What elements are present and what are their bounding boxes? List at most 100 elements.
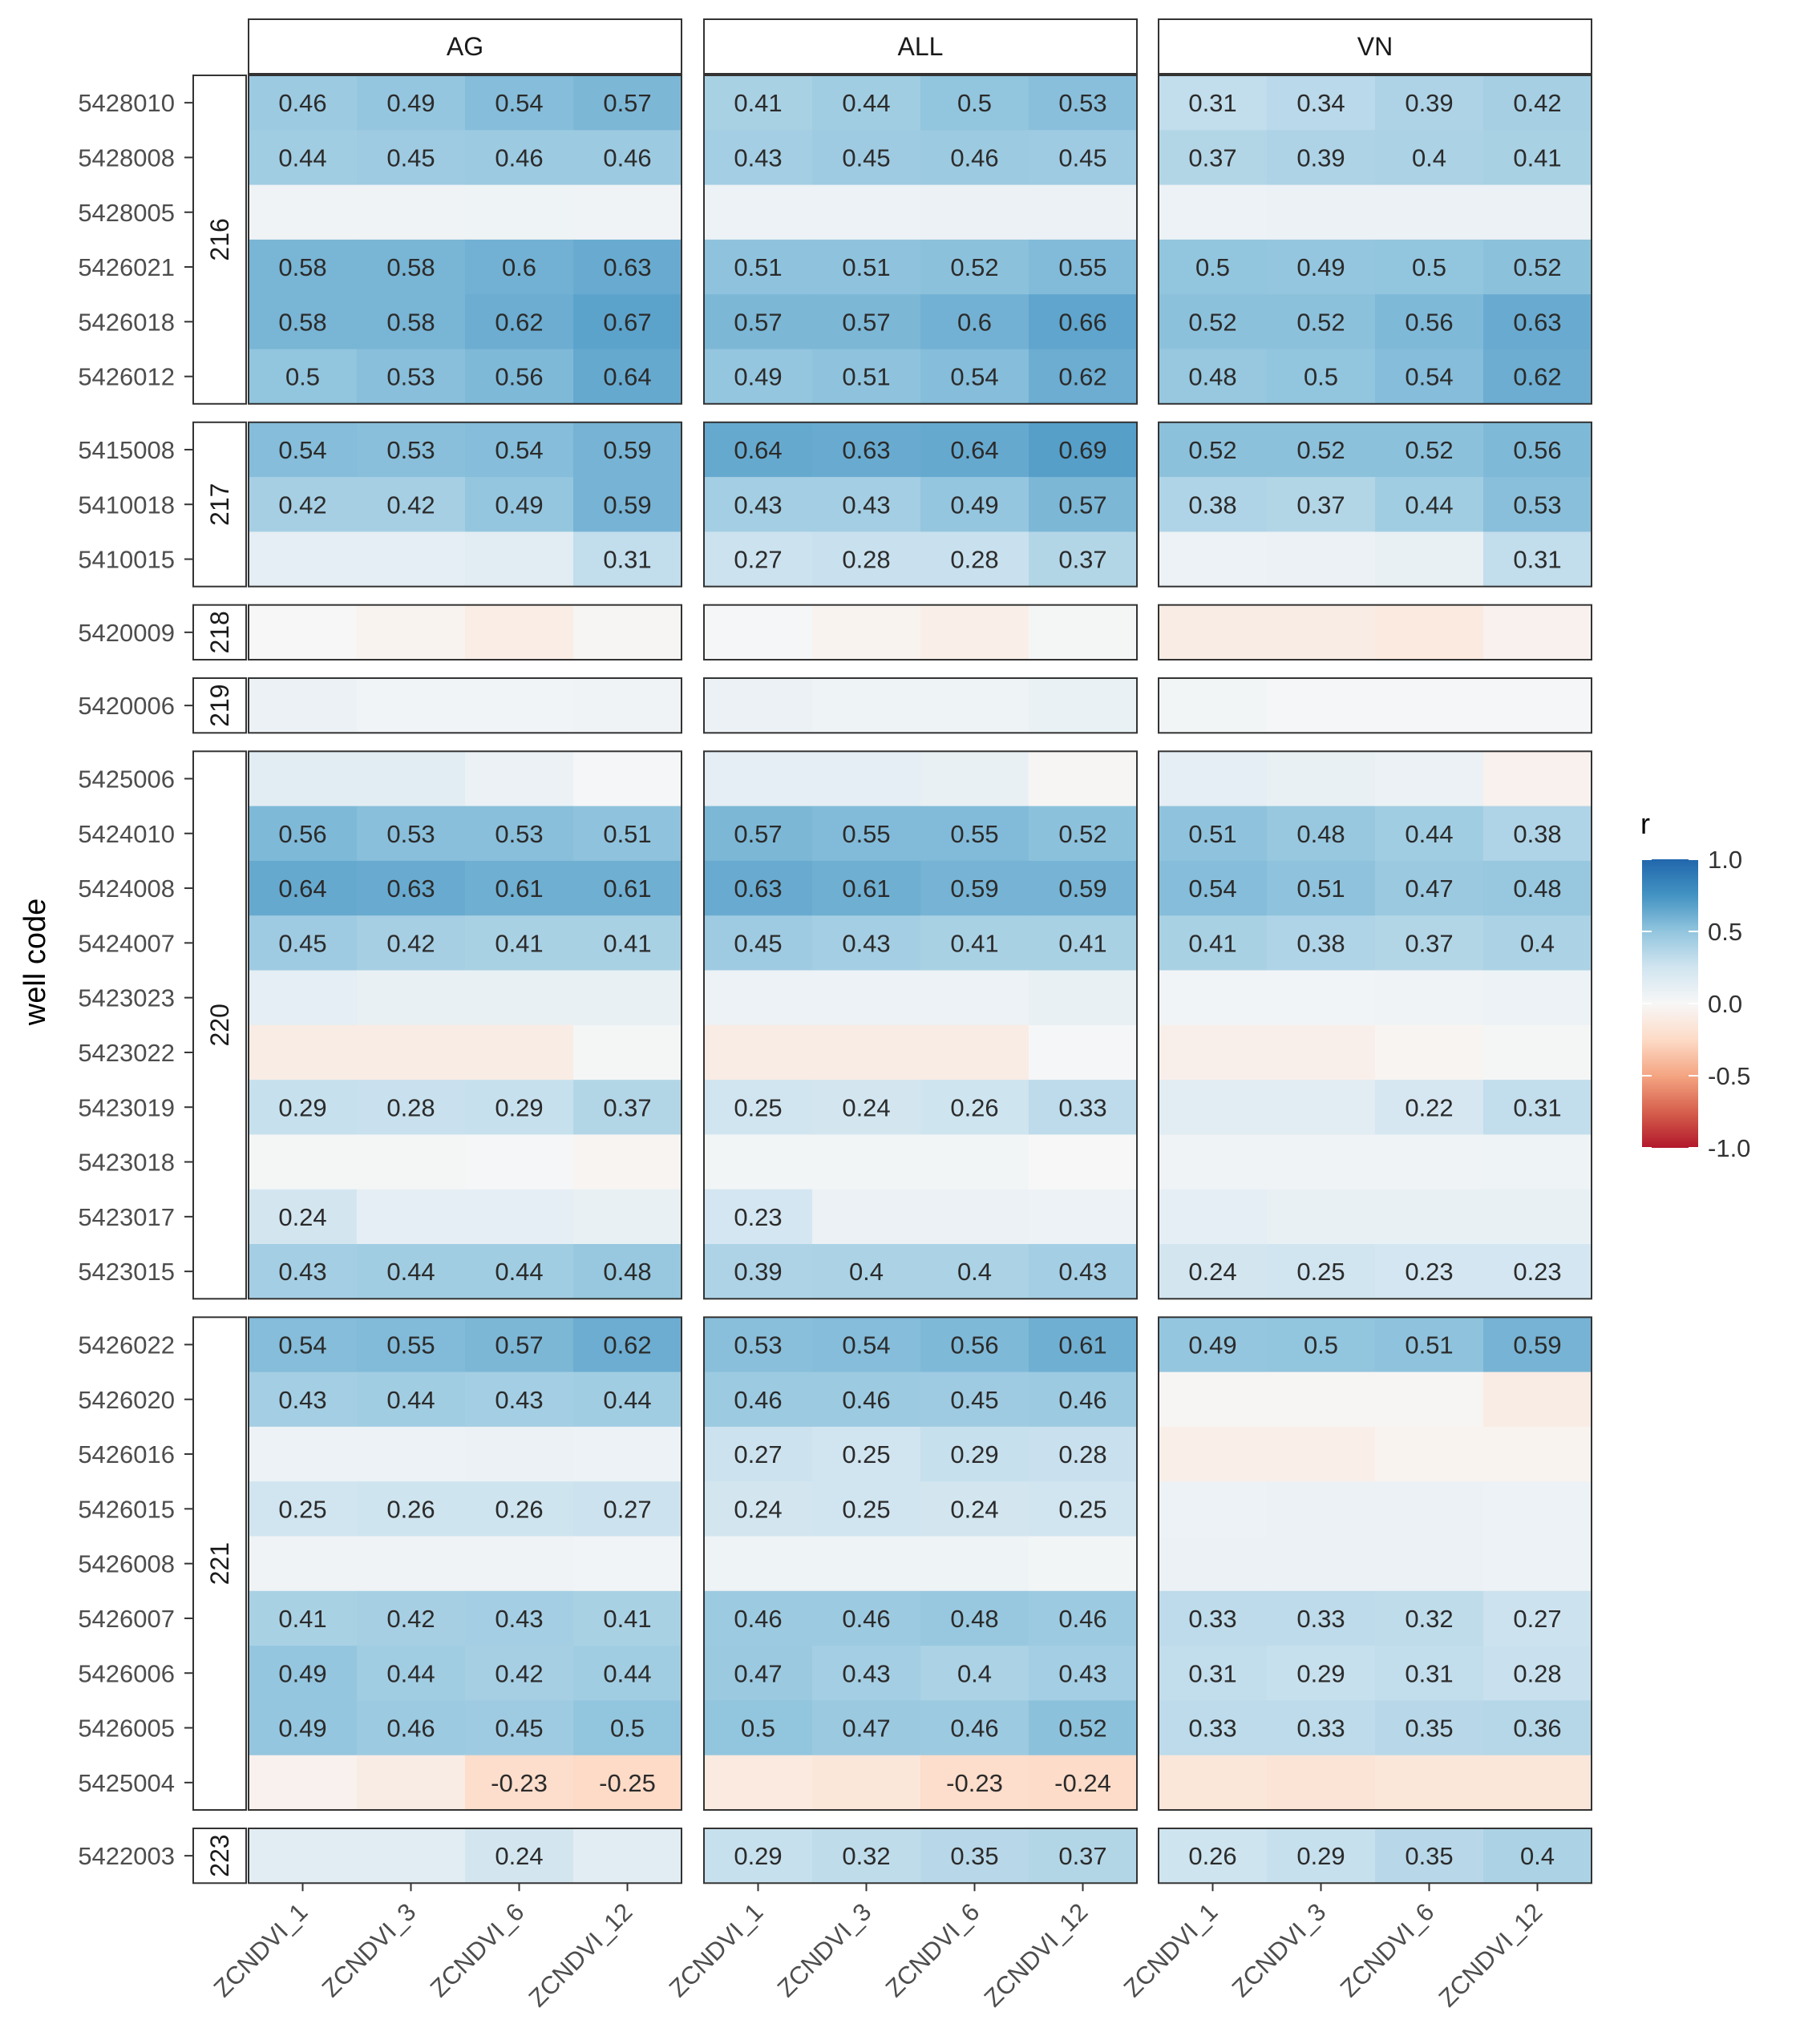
y-axis: 5428010 5428008 5428005 5426021 5426018 54260… bbox=[78, 89, 192, 1870]
panel-border bbox=[1158, 677, 1592, 734]
heatmap-cell bbox=[1029, 604, 1138, 660]
heatmap-cell bbox=[1267, 422, 1376, 478]
heatmap-cell bbox=[1159, 1481, 1268, 1537]
cell-value-label: 0.5 bbox=[957, 89, 992, 117]
heatmap-cell bbox=[465, 294, 574, 350]
heatmap-cell bbox=[357, 531, 466, 588]
cell-value-label: 0.63 bbox=[1513, 308, 1561, 336]
heatmap-cell bbox=[1375, 1317, 1484, 1373]
facet-strip-label: VN bbox=[1357, 32, 1393, 61]
panel-border bbox=[248, 421, 682, 588]
heatmap-cell bbox=[704, 75, 813, 131]
heatmap-cell bbox=[357, 678, 466, 733]
heatmap-cell bbox=[812, 1755, 921, 1811]
heatmap-cell bbox=[812, 1700, 921, 1756]
cell-value-label: 0.44 bbox=[1405, 491, 1453, 519]
heatmap-cell bbox=[812, 1536, 921, 1592]
heatmap-cell bbox=[357, 604, 466, 660]
cell-value-label: 0.49 bbox=[278, 1659, 326, 1687]
heatmap-cell bbox=[465, 1755, 574, 1811]
heatmap-cell bbox=[1159, 860, 1268, 916]
cell-value-label: 0.5 bbox=[610, 1715, 645, 1743]
heatmap-cell bbox=[920, 915, 1029, 972]
cell-value-label: 0.63 bbox=[603, 253, 651, 281]
heatmap-cell bbox=[249, 678, 358, 733]
legend-break-label: 0.5 bbox=[1708, 918, 1742, 946]
cell-value-label: 0.46 bbox=[603, 143, 651, 172]
cell-value-label: 0.59 bbox=[603, 436, 651, 464]
panel-border bbox=[1158, 750, 1592, 1300]
heatmap-cell bbox=[573, 678, 682, 733]
heatmap-cell bbox=[465, 1024, 574, 1081]
heatmap-cell bbox=[1483, 422, 1592, 478]
heatmap-cell bbox=[1267, 1244, 1376, 1299]
heatmap-cell bbox=[704, 130, 813, 186]
heatmap-cell bbox=[357, 294, 466, 350]
heatmap-cell bbox=[1483, 130, 1592, 186]
heatmap-cell bbox=[920, 75, 1029, 131]
cell-value-label: 0.51 bbox=[1188, 820, 1236, 848]
cell-value-label: 0.25 bbox=[278, 1495, 326, 1523]
heatmap-cell bbox=[1375, 130, 1484, 186]
group-strip-221 bbox=[192, 1316, 247, 1812]
heatmap-cell bbox=[1029, 1134, 1138, 1190]
heatmap-cell bbox=[573, 184, 682, 240]
heatmap-cell bbox=[357, 1189, 466, 1245]
heatmap-cell bbox=[1483, 806, 1592, 862]
heatmap-cell bbox=[1029, 915, 1138, 972]
heatmap-cell bbox=[704, 1244, 813, 1299]
cell-value-label: 0.47 bbox=[1405, 875, 1453, 903]
cell-value-label: 0.46 bbox=[950, 1715, 998, 1743]
heatmap-cell bbox=[1159, 422, 1268, 478]
heatmap-cell bbox=[573, 1536, 682, 1592]
heatmap-cell bbox=[1159, 751, 1268, 807]
cell-value-label: 0.53 bbox=[386, 363, 435, 391]
cell-value-label: 0.47 bbox=[842, 1715, 890, 1743]
cell-value-label: 0.37 bbox=[1058, 546, 1106, 574]
heatmap-cell bbox=[704, 294, 813, 350]
cell-value-label: 0.42 bbox=[1513, 89, 1561, 117]
heatmap-cell bbox=[1375, 1371, 1484, 1428]
heatmap-cell bbox=[465, 1080, 574, 1135]
cell-value-label: 0.57 bbox=[603, 89, 651, 117]
heatmap-cell bbox=[573, 1080, 682, 1135]
heatmap-cell bbox=[1483, 970, 1592, 1026]
cell-value-label: 0.41 bbox=[1513, 143, 1561, 172]
heatmap-cell bbox=[357, 1481, 466, 1537]
cell-value-label: 0.25 bbox=[734, 1093, 782, 1121]
legend-break-label: -0.5 bbox=[1708, 1062, 1750, 1090]
cell-value-label: 0.54 bbox=[1188, 875, 1236, 903]
heatmap-cell bbox=[1483, 860, 1592, 916]
heatmap-cell bbox=[1375, 1481, 1484, 1537]
cell-value-label: 0.31 bbox=[1513, 1093, 1561, 1121]
heatmap-cell bbox=[249, 1536, 358, 1592]
heatmap-cell bbox=[357, 1426, 466, 1482]
cell-value-label: 0.46 bbox=[278, 89, 326, 117]
cell-value-label: 0.34 bbox=[1296, 89, 1345, 117]
heatmap-cell bbox=[249, 751, 358, 807]
heatmap-cell bbox=[249, 130, 358, 186]
heatmap-cell bbox=[812, 1244, 921, 1299]
cell-value-label: 0.59 bbox=[603, 491, 651, 519]
heatmap-cell bbox=[1267, 1700, 1376, 1756]
heatmap-cell bbox=[573, 1590, 682, 1646]
heatmap-cell bbox=[1029, 1536, 1138, 1592]
cell-value-label: 0.51 bbox=[603, 820, 651, 848]
cell-value-label: 0.46 bbox=[734, 1386, 782, 1414]
heatmap-cell bbox=[1483, 604, 1592, 660]
heatmap-cell bbox=[920, 477, 1029, 532]
heatmap-cell bbox=[1159, 970, 1268, 1026]
heatmap-cell bbox=[1029, 422, 1138, 478]
heatmap-cell bbox=[465, 604, 574, 660]
group-strip-219 bbox=[192, 677, 247, 734]
cell-value-label: 0.43 bbox=[842, 491, 890, 519]
heatmap-cell bbox=[357, 75, 466, 131]
heatmap-cell bbox=[1267, 184, 1376, 240]
heatmap-cell bbox=[573, 1700, 682, 1756]
heatmap-cell bbox=[249, 970, 358, 1026]
heatmap-cell bbox=[1483, 75, 1592, 131]
panel-border bbox=[703, 677, 1138, 734]
cell-value-label: 0.44 bbox=[386, 1386, 435, 1414]
heatmap-cell bbox=[1029, 1317, 1138, 1373]
heatmap-cell bbox=[1375, 294, 1484, 350]
